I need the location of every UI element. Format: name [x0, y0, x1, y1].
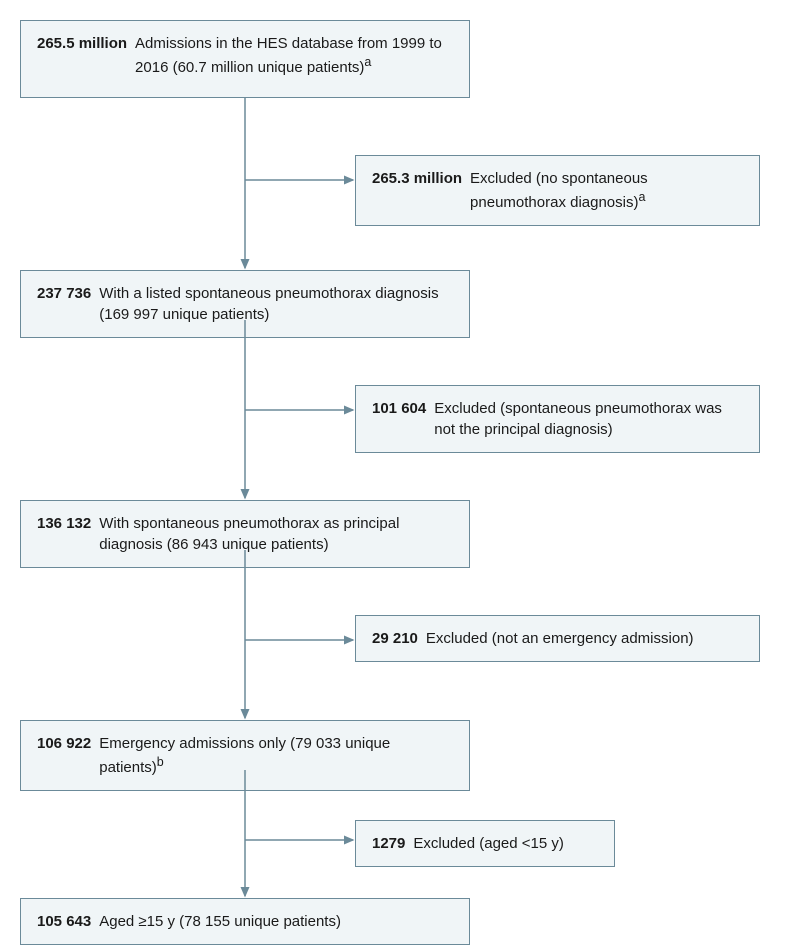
text: Admissions in the HES database from 1999… — [135, 35, 442, 76]
count: 29 210 — [372, 630, 418, 647]
node-excluded-not-emergency: 29 210 Excluded (not an emergency admiss… — [355, 615, 760, 662]
node-aged-15plus: 105 643 Aged ≥15 y (78 155 unique patien… — [20, 898, 470, 945]
sup: b — [157, 755, 164, 769]
node-admissions: 265.5 million Admissions in the HES data… — [20, 20, 470, 98]
node-listed-diagnosis: 237 736 With a listed spontaneous pneumo… — [20, 270, 470, 338]
text: With spontaneous pneumothorax as princip… — [99, 515, 399, 553]
node-principal-diagnosis: 136 132 With spontaneous pneumothorax as… — [20, 500, 470, 568]
text: Excluded (aged <15 y) — [413, 835, 564, 852]
node-excluded-no-diagnosis: 265.3 million Excluded (no spontaneous p… — [355, 155, 760, 226]
sup: a — [638, 190, 645, 204]
node-excluded-age: 1279 Excluded (aged <15 y) — [355, 820, 615, 867]
sup: a — [364, 55, 371, 69]
count: 237 736 — [37, 285, 91, 302]
text: Emergency admissions only (79 033 unique… — [99, 735, 390, 776]
count: 265.5 million — [37, 35, 127, 52]
count: 265.3 million — [372, 170, 462, 187]
node-excluded-not-principal: 101 604 Excluded (spontaneous pneumothor… — [355, 385, 760, 453]
text: Excluded (not an emergency admission) — [426, 630, 694, 647]
count: 105 643 — [37, 913, 91, 930]
count: 106 922 — [37, 735, 91, 752]
text: Excluded (spontaneous pneumothorax was n… — [434, 400, 722, 438]
node-emergency-only: 106 922 Emergency admissions only (79 03… — [20, 720, 470, 791]
count: 1279 — [372, 835, 405, 852]
count: 101 604 — [372, 400, 426, 417]
count: 136 132 — [37, 515, 91, 532]
text: Excluded (no spontaneous pneumothorax di… — [470, 170, 648, 211]
text: Aged ≥15 y (78 155 unique patients) — [99, 913, 341, 930]
text: With a listed spontaneous pneumothorax d… — [99, 285, 438, 323]
